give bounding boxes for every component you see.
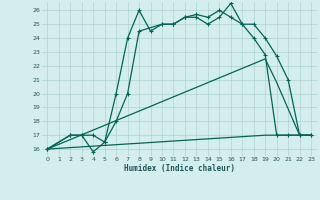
X-axis label: Humidex (Indice chaleur): Humidex (Indice chaleur)	[124, 164, 235, 173]
